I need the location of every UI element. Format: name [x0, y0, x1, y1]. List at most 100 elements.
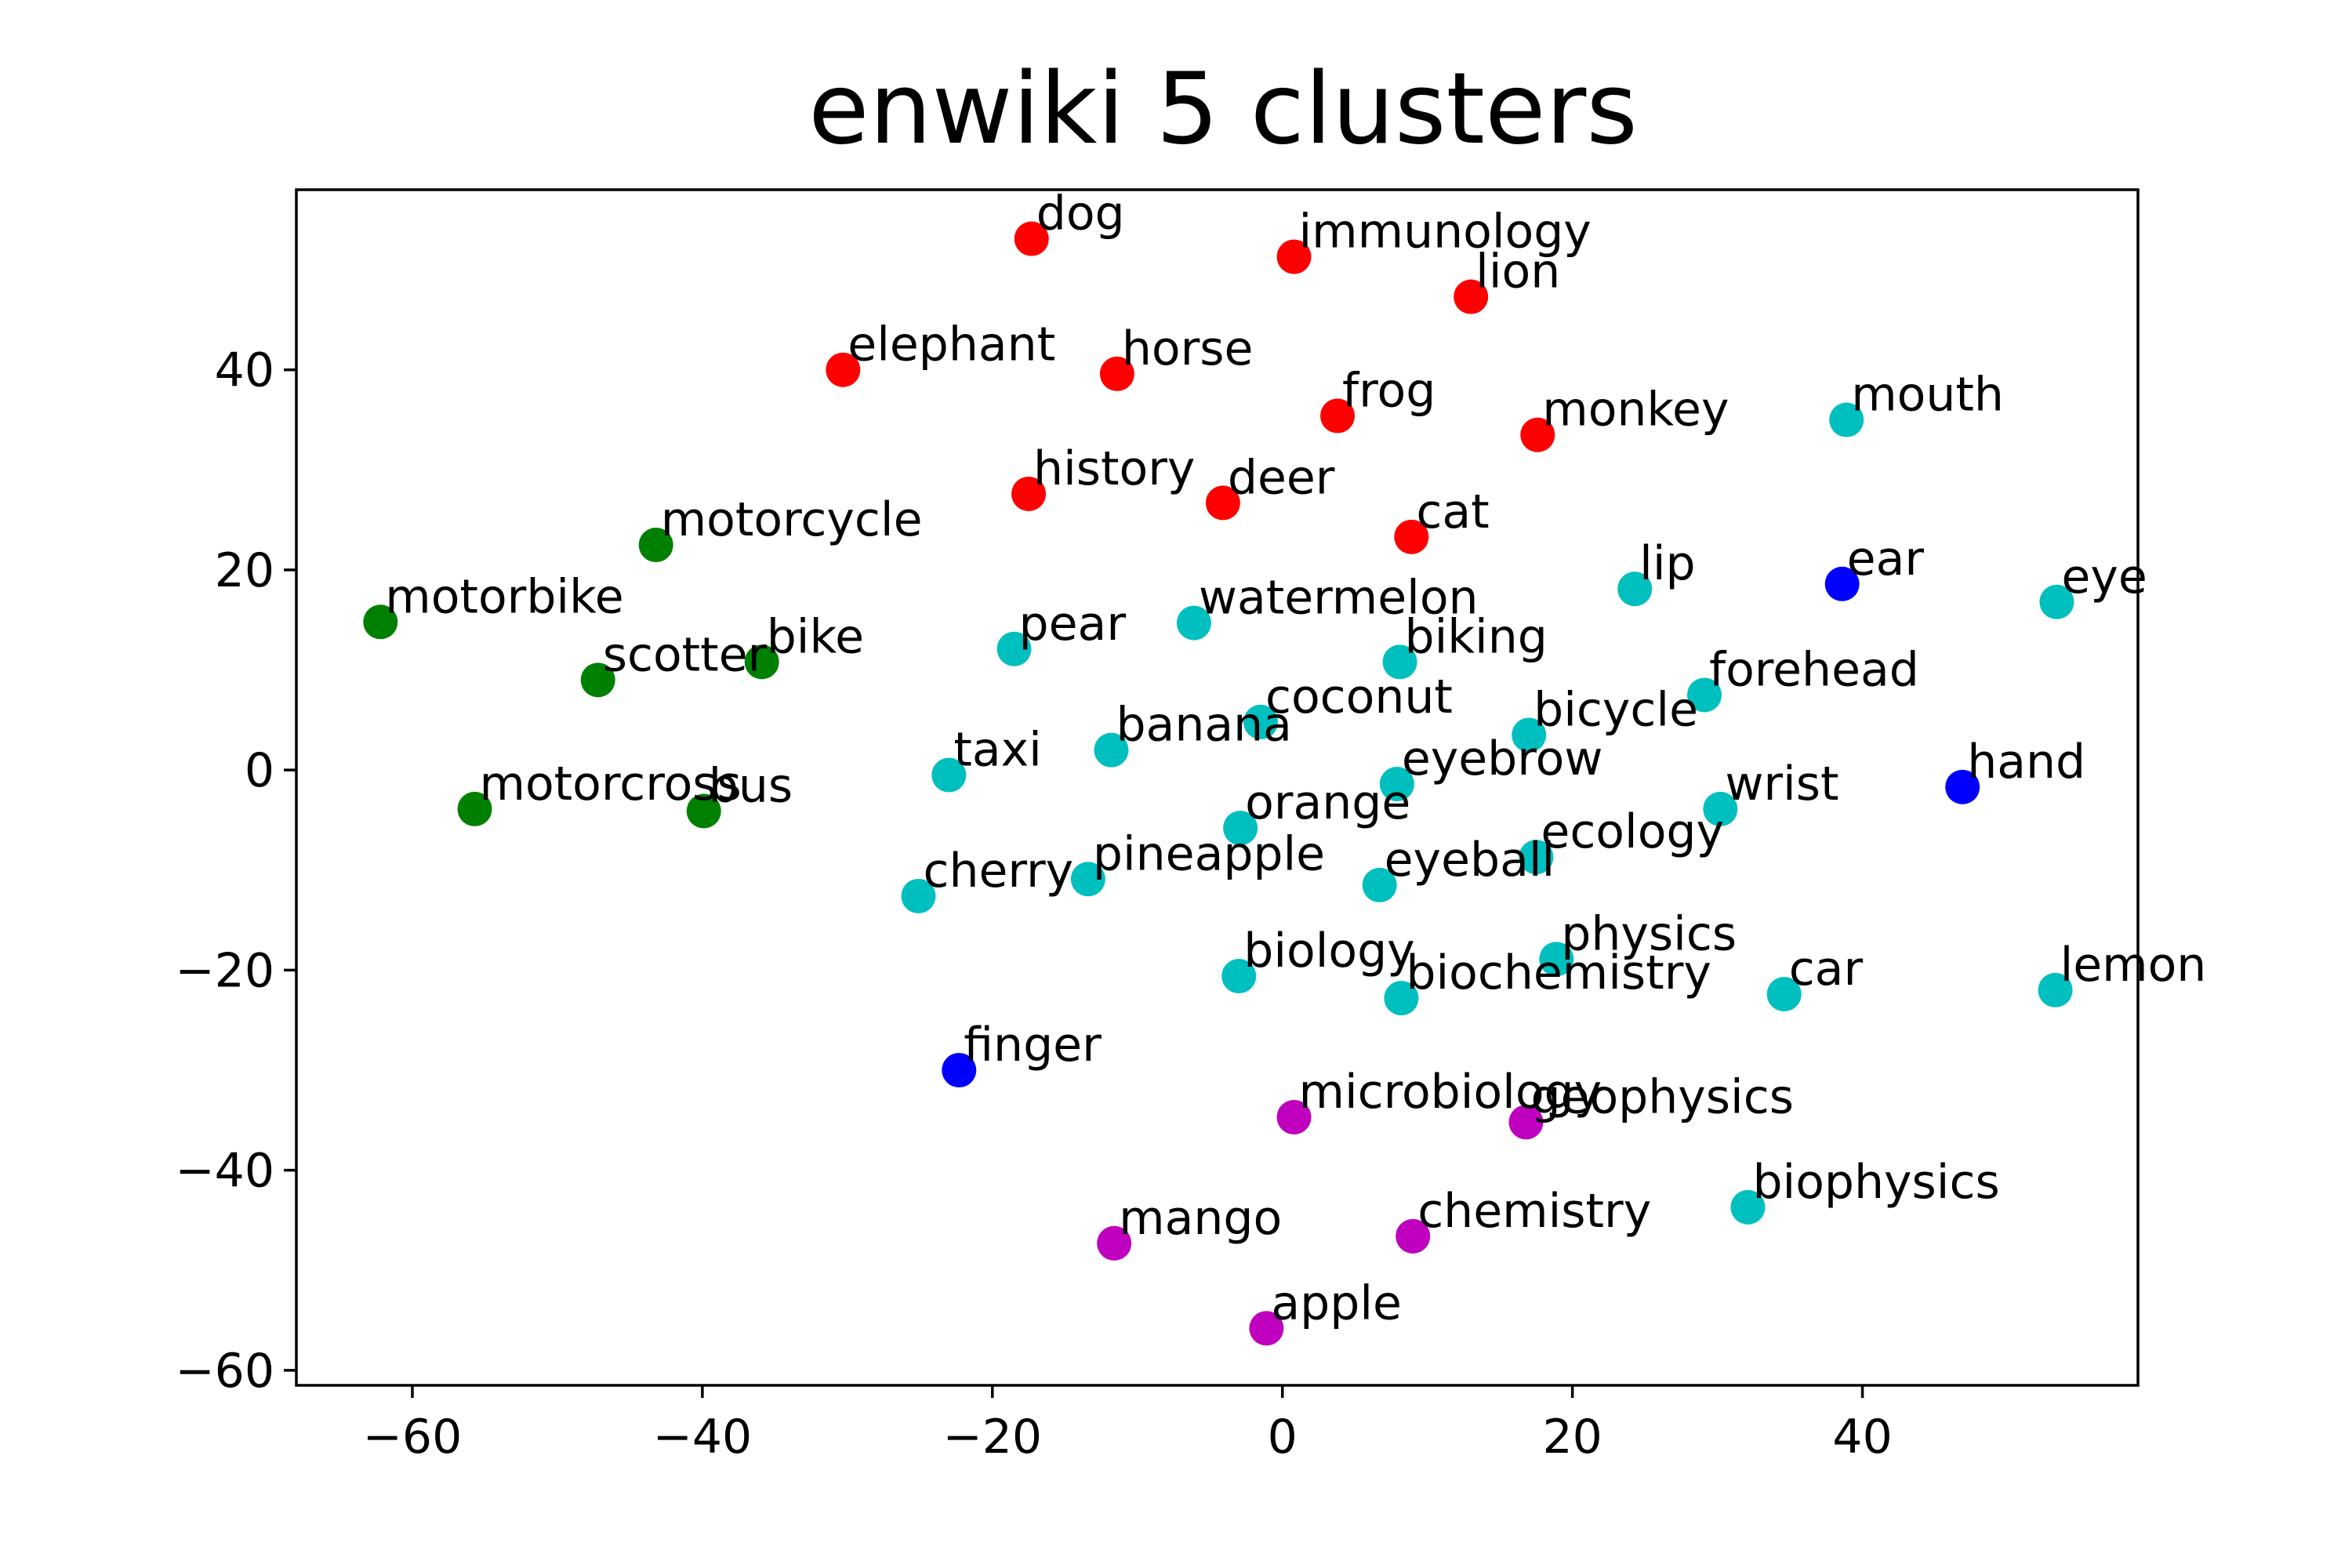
point-car [1766, 977, 1802, 1012]
y-tick-label: −20 [175, 943, 274, 998]
point-label-monkey: monkey [1542, 383, 1729, 437]
point-bicycle [1512, 717, 1547, 753]
point-finger [942, 1053, 977, 1088]
chart-title: enwiki 5 clusters [808, 51, 1638, 166]
point-label-lip: lip [1639, 536, 1695, 591]
point-label-mouth: mouth [1851, 368, 2004, 423]
point-label-motorcross: motorcross [480, 757, 742, 811]
point-label-orange: orange [1245, 775, 1410, 830]
point-watermelon [1176, 605, 1211, 641]
y-tick-label: −60 [175, 1344, 274, 1399]
point-cherry [901, 878, 936, 913]
point-label-microbiology: microbiology [1299, 1065, 1602, 1120]
point-pear [996, 631, 1032, 666]
point-ear [1824, 566, 1860, 601]
point-wrist [1703, 791, 1738, 826]
point-motorbike [363, 604, 398, 640]
point-label-history: history [1033, 441, 1195, 496]
point-label-lemon: lemon [2060, 938, 2207, 993]
point-eye [2039, 584, 2074, 619]
point-label-lion: lion [1475, 245, 1560, 299]
point-label-eye: eye [2061, 550, 2147, 604]
y-tick-label: 20 [215, 543, 274, 598]
point-label-bike: bike [767, 609, 864, 664]
x-tick-label: −40 [653, 1410, 753, 1465]
point-label-dog: dog [1036, 187, 1125, 241]
point-label-horse: horse [1122, 321, 1254, 376]
point-motorcycle [638, 528, 673, 563]
point-geophysics [1508, 1105, 1544, 1140]
point-label-chemistry: chemistry [1417, 1184, 1651, 1239]
point-label-deer: deer [1228, 450, 1335, 505]
y-axis: −60 −40 −20 0 20 40 [175, 343, 296, 1399]
point-bus [686, 793, 721, 829]
point-label-motorcycle: motorcycle [661, 492, 923, 547]
point-bike [744, 644, 779, 680]
axes-frame [295, 188, 2140, 1387]
point-history [1011, 476, 1047, 511]
point-hand [1945, 769, 1980, 804]
point-physics [1539, 942, 1574, 977]
y-tick-label: 0 [245, 743, 274, 798]
point-label-bus: bus [709, 758, 793, 813]
point-frog [1320, 398, 1356, 434]
point-eyeball [1362, 867, 1397, 902]
point-label-biophysics: biophysics [1752, 1155, 1999, 1210]
point-label-banana: banana [1116, 698, 1291, 753]
point-label-motorbike: motorbike [385, 569, 623, 624]
point-monkey [1520, 417, 1555, 452]
point-label-scotter: scotter [603, 627, 768, 682]
point-microbiology [1276, 1099, 1312, 1134]
point-scotter [580, 662, 615, 698]
point-label-frog: frog [1342, 363, 1436, 418]
point-label-geophysics: geophysics [1530, 1069, 1794, 1124]
point-pineapple [1070, 862, 1105, 897]
x-tick-label: 20 [1542, 1410, 1602, 1465]
x-tick-label: −20 [942, 1410, 1042, 1465]
point-mouth [1829, 402, 1864, 437]
point-deer [1205, 485, 1240, 521]
point-label-coconut: coconut [1265, 670, 1453, 724]
point-label-wrist: wrist [1725, 757, 1838, 811]
x-tick-label: −60 [363, 1410, 463, 1465]
point-label-apple: apple [1271, 1276, 1402, 1330]
point-label-bicycle: bicycle [1534, 683, 1698, 738]
point-label-biking: biking [1405, 609, 1548, 664]
point-label-physics: physics [1561, 906, 1737, 961]
point-eyebrow [1379, 767, 1414, 802]
point-label-hand: hand [1967, 735, 2085, 789]
point-immunology [1276, 239, 1312, 274]
point-biology [1221, 959, 1257, 994]
point-label-immunology: immunology [1299, 205, 1592, 260]
point-apple [1249, 1311, 1284, 1346]
point-biochemistry [1384, 981, 1419, 1016]
point-label-cat: cat [1416, 485, 1489, 539]
x-axis: −60 −40 −20 0 20 40 [363, 1385, 1893, 1465]
point-dog [1014, 221, 1049, 256]
point-label-watermelon: watermelon [1199, 571, 1479, 626]
point-label-finger: finger [964, 1018, 1102, 1073]
point-biking [1382, 644, 1417, 680]
point-label-eyebrow: eyebrow [1402, 731, 1603, 786]
point-lip [1617, 572, 1653, 607]
point-lemon [2038, 972, 2073, 1007]
y-tick-label: 40 [215, 343, 274, 398]
point-banana [1094, 732, 1129, 768]
point-label-ecology: ecology [1541, 804, 1724, 859]
point-label-biochemistry: biochemistry [1406, 946, 1711, 1000]
point-label-pineapple: pineapple [1093, 826, 1325, 881]
point-lion [1454, 279, 1489, 314]
point-label-pear: pear [1019, 597, 1127, 652]
point-label-taxi: taxi [953, 723, 1041, 778]
point-label-ear: ear [1847, 532, 1925, 586]
point-coconut [1243, 704, 1278, 739]
x-tick-label: 0 [1268, 1410, 1298, 1465]
point-taxi [931, 757, 967, 793]
y-tick-label: −40 [175, 1144, 274, 1199]
point-orange [1223, 811, 1258, 846]
point-label-forehead: forehead [1709, 642, 1919, 697]
point-horse [1099, 356, 1134, 391]
point-motorcross [457, 791, 492, 826]
point-ecology [1519, 840, 1554, 875]
